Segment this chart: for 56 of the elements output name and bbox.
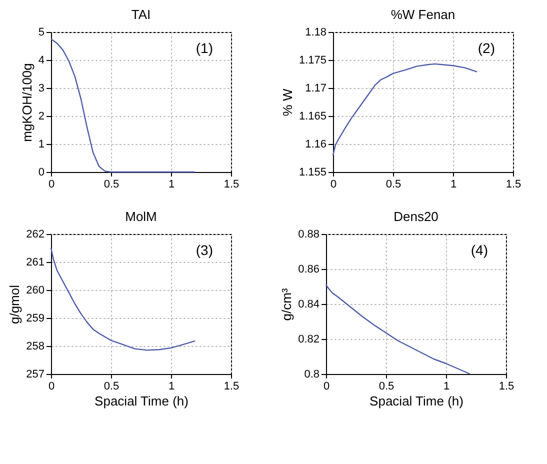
x-tick-label: 1 — [450, 178, 457, 190]
x-tick-label: 1.5 — [224, 380, 240, 392]
y-axis-title: g/cm³ — [279, 288, 294, 321]
chart-title: TAI — [131, 7, 151, 22]
line-series — [50, 38, 196, 173]
annotation: (3) — [196, 242, 213, 258]
x-tick-label: 1 — [443, 380, 450, 392]
y-tick-label: 5 — [38, 26, 44, 38]
y-tick-label: 0 — [38, 166, 44, 178]
x-tick-label: 1.5 — [224, 178, 240, 190]
y-tick-label: 0.88 — [298, 228, 320, 240]
y-tick-label: 257 — [26, 368, 44, 380]
annotation: (1) — [196, 40, 213, 56]
y-tick-label: 0.8 — [304, 368, 320, 380]
y-axis-title: mgKOH/100g — [19, 63, 34, 142]
annotation: (4) — [470, 242, 488, 258]
x-tick-label: 1.5 — [498, 380, 514, 392]
y-tick-label: 2 — [38, 110, 44, 122]
y-tick-label: 262 — [26, 228, 44, 240]
y-tick-label: 1.175 — [298, 54, 326, 66]
y-axis-title: % W — [280, 88, 295, 116]
x-tick-label: 1 — [168, 380, 175, 392]
x-axis-title: Spacial Time (h) — [94, 394, 188, 408]
x-tick-label: 0 — [48, 380, 55, 392]
x-tick-label: 0 — [330, 178, 337, 190]
y-tick-label: 259 — [26, 312, 44, 324]
y-tick-label: 0.84 — [298, 298, 320, 310]
x-tick-label: 0 — [48, 178, 55, 190]
x-tick-label: 1.5 — [506, 178, 522, 190]
y-tick-label: 0.86 — [298, 264, 320, 276]
chart-title: Dens20 — [394, 209, 438, 224]
line-series — [50, 247, 196, 351]
y-tick-label: 1 — [38, 138, 44, 150]
x-tick-label: 0.5 — [386, 178, 402, 190]
y-tick-label: 4 — [38, 54, 44, 66]
chart-title: MolM — [125, 209, 157, 224]
y-tick-label: 1.155 — [298, 166, 326, 178]
annotation: (2) — [478, 40, 495, 56]
y-tick-label: 1.17 — [305, 82, 326, 94]
y-tick-label: 1.16 — [305, 138, 326, 150]
x-tick-label: 0.5 — [378, 380, 394, 392]
y-tick-label: 0.82 — [298, 334, 320, 346]
x-tick-label: 0.5 — [104, 178, 120, 190]
y-axis-title: g/gmol — [7, 284, 22, 324]
x-axis-title: Spacial Time (h) — [370, 394, 464, 408]
y-tick-label: 258 — [26, 340, 44, 352]
y-tick-label: 1.18 — [305, 26, 326, 38]
line-series — [332, 63, 478, 156]
y-tick-label: 261 — [26, 256, 44, 268]
x-tick-label: 1 — [168, 178, 175, 190]
chart-title: %W Fenan — [390, 7, 456, 22]
line-series — [325, 284, 471, 375]
y-tick-label: 3 — [38, 82, 44, 94]
x-tick-label: 0.5 — [104, 380, 120, 392]
y-tick-label: 260 — [26, 284, 44, 296]
y-tick-label: 1.165 — [298, 110, 326, 122]
